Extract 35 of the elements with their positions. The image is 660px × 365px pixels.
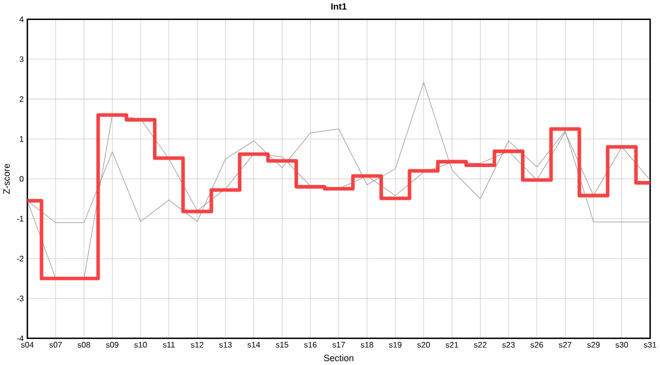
y-tick-label: -3 [16,296,24,302]
x-tick-label: s08 [78,342,90,348]
x-tick-label: s22 [474,342,486,348]
y-tick-label: 3 [20,56,24,62]
chart-title: Int1 [331,4,347,10]
y-tick-label: 0 [20,176,24,182]
y-tick-label: -1 [16,216,24,222]
x-tick-label: s14 [248,342,260,348]
x-tick-label: s18 [360,342,374,348]
y-tick-label: 4 [20,16,24,22]
y-tick-label: -4 [16,336,24,342]
x-tick-label: s31 [644,342,656,348]
x-tick-label: s19 [389,342,402,348]
y-tick-label: -2 [16,256,24,262]
x-tick-label: s13 [219,342,232,348]
x-axis-title: Section [324,354,354,362]
x-tick-label: s20 [417,342,430,348]
x-tick-label: s21 [446,342,458,348]
x-tick-label: s23 [502,342,515,348]
y-axis-title: Z-score [3,164,10,194]
x-tick-label: s17 [332,342,345,348]
x-tick-label: s10 [134,342,147,348]
x-tick-label: s26 [530,342,544,348]
x-tick-label: s09 [106,342,118,348]
y-tick-label: 2 [20,96,24,102]
x-tick-label: s04 [21,342,34,348]
x-tick-label: s30 [616,342,628,348]
x-tick-label: s07 [49,342,62,348]
x-tick-label: s11 [162,342,175,348]
x-tick-label: s16 [304,342,317,348]
x-tick-label: s29 [587,342,600,348]
x-tick-label: s15 [276,342,288,348]
y-tick-label: 1 [20,136,24,142]
x-tick-label: s27 [558,342,572,348]
x-tick-label: s12 [190,342,204,348]
